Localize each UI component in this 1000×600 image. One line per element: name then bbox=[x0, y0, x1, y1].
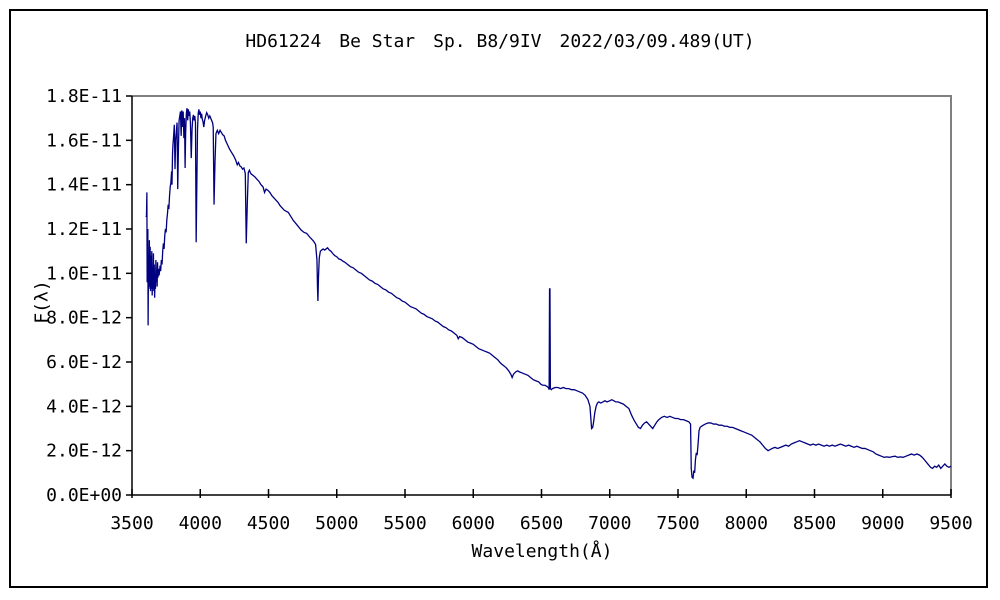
x-tick-label: 3500 bbox=[110, 513, 153, 534]
chart-outer-border bbox=[9, 9, 988, 588]
y-tick-label: 1.8E-11 bbox=[46, 86, 122, 107]
y-tick-label: 1.6E-11 bbox=[46, 130, 122, 151]
y-tick-label: 8.0E-12 bbox=[46, 308, 122, 329]
x-tick-label: 8000 bbox=[725, 513, 768, 534]
x-tick-label: 6000 bbox=[452, 513, 495, 534]
x-tick-label: 9000 bbox=[861, 513, 904, 534]
y-tick-label: 2.0E-12 bbox=[46, 441, 122, 462]
y-tick-label: 6.0E-12 bbox=[46, 352, 122, 373]
spectrum-line bbox=[145, 108, 952, 480]
x-tick-label: 4000 bbox=[179, 513, 222, 534]
x-tick-label: 6500 bbox=[520, 513, 563, 534]
y-tick-label: 1.0E-11 bbox=[46, 263, 122, 284]
axis-lines bbox=[131, 96, 951, 496]
y-tick-label: 1.2E-11 bbox=[46, 219, 122, 240]
y-tick-label: 4.0E-12 bbox=[46, 396, 122, 417]
plot-border bbox=[132, 95, 952, 495]
x-axis-title: Wavelength(Å) bbox=[471, 541, 613, 562]
x-tick-label: 4500 bbox=[247, 513, 290, 534]
y-tick-label: 0.0E+00 bbox=[46, 485, 122, 506]
x-tick-label: 5000 bbox=[315, 513, 358, 534]
x-tick-label: 5500 bbox=[383, 513, 426, 534]
x-tick-label: 9500 bbox=[929, 513, 972, 534]
x-tick-label: 8500 bbox=[793, 513, 836, 534]
x-tick-label: 7500 bbox=[656, 513, 699, 534]
x-tick-label: 7000 bbox=[588, 513, 631, 534]
y-tick-label: 1.4E-11 bbox=[46, 175, 122, 196]
chart-title: HD61224 Be Star Sp. B8/9IV 2022/03/09.48… bbox=[245, 31, 755, 52]
